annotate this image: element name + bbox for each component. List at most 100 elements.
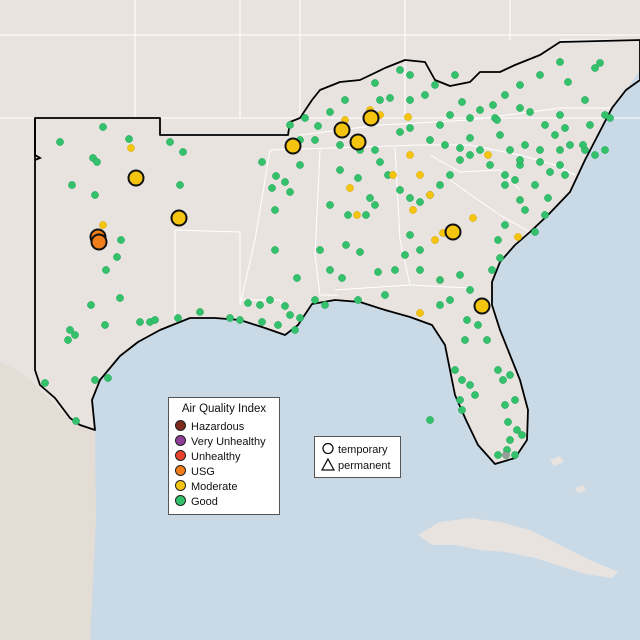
good-monitor-dot bbox=[471, 391, 479, 399]
good-monitor-dot bbox=[561, 124, 569, 132]
mainland bbox=[0, 0, 640, 464]
good-monitor-dot bbox=[286, 121, 294, 129]
good-monitor-dots bbox=[41, 58, 614, 459]
good-monitor-dot bbox=[551, 131, 559, 139]
good-monitor-dot bbox=[536, 158, 544, 166]
good-monitor-dot bbox=[416, 246, 424, 254]
legend-item-moderate: Moderate bbox=[175, 480, 237, 493]
moderate-monitor-dot bbox=[426, 191, 434, 199]
good-monitor-dot bbox=[556, 161, 564, 169]
good-monitor-dot bbox=[56, 138, 64, 146]
temporary-monitor bbox=[444, 223, 462, 241]
good-monitor-dot bbox=[326, 201, 334, 209]
good-monitor-dot bbox=[354, 296, 362, 304]
aqi-legend-title: Air Quality Index bbox=[181, 403, 267, 415]
good-monitor-dot bbox=[326, 108, 334, 116]
good-monitor-dot bbox=[176, 181, 184, 189]
good-monitor-dot bbox=[496, 131, 504, 139]
good-swatch bbox=[175, 495, 186, 506]
good-monitor-dot bbox=[511, 451, 519, 459]
good-monitor-dot bbox=[451, 71, 459, 79]
hazardous-swatch bbox=[175, 420, 186, 431]
good-monitor-dot bbox=[101, 321, 109, 329]
good-monitor-dot bbox=[362, 211, 370, 219]
good-monitor-dot bbox=[406, 124, 414, 132]
good-monitor-dot bbox=[536, 71, 544, 79]
good-monitor-dot bbox=[591, 64, 599, 72]
usg-swatch bbox=[175, 465, 186, 476]
good-monitor-dot bbox=[381, 291, 389, 299]
good-monitor-dot bbox=[456, 396, 464, 404]
good-monitor-dot bbox=[556, 111, 564, 119]
good-monitor-dot bbox=[336, 166, 344, 174]
good-monitor-dot bbox=[494, 366, 502, 374]
good-monitor-dot bbox=[502, 451, 510, 459]
legend-item-temporary: temporary bbox=[321, 442, 388, 456]
good-monitor-dot bbox=[466, 286, 474, 294]
good-monitor-dot bbox=[274, 321, 282, 329]
good-monitor-dot bbox=[386, 94, 394, 102]
legend-item-very-unhealthy: Very Unhealthy bbox=[175, 435, 266, 448]
good-monitor-dot bbox=[536, 146, 544, 154]
good-monitor-dot bbox=[504, 418, 512, 426]
good-monitor-dot bbox=[556, 146, 564, 154]
good-monitor-dot bbox=[93, 158, 101, 166]
good-monitor-dot bbox=[68, 181, 76, 189]
good-monitor-dot bbox=[266, 296, 274, 304]
good-monitor-dot bbox=[476, 146, 484, 154]
good-monitor-dot bbox=[436, 121, 444, 129]
good-monitor-dot bbox=[271, 206, 279, 214]
good-monitor-dot bbox=[458, 376, 466, 384]
good-monitor-dot bbox=[501, 91, 509, 99]
good-monitor-dot bbox=[136, 318, 144, 326]
good-monitor-dot bbox=[41, 379, 49, 387]
good-monitor-dot bbox=[336, 141, 344, 149]
good-monitor-dot bbox=[376, 96, 384, 104]
good-monitor-dot bbox=[458, 98, 466, 106]
good-monitor-dot bbox=[531, 181, 539, 189]
mexico-land bbox=[0, 362, 96, 640]
bahamas bbox=[575, 485, 586, 493]
good-monitor-dot bbox=[446, 171, 454, 179]
good-monitor-dot bbox=[174, 314, 182, 322]
good-monitor-dot bbox=[416, 198, 424, 206]
good-monitor-dot bbox=[516, 196, 524, 204]
good-monitor-dot bbox=[281, 178, 289, 186]
good-monitor-dot bbox=[511, 396, 519, 404]
good-monitor-dot bbox=[521, 141, 529, 149]
moderate-monitor-dot bbox=[431, 236, 439, 244]
good-monitor-dot bbox=[244, 299, 252, 307]
good-monitor-dot bbox=[366, 194, 374, 202]
good-monitor-dot bbox=[256, 301, 264, 309]
good-monitor-dot bbox=[483, 336, 491, 344]
good-monitor-dot bbox=[99, 123, 107, 131]
moderate-monitor-dot bbox=[484, 151, 492, 159]
cuba bbox=[418, 518, 618, 578]
good-monitor-dot bbox=[596, 59, 604, 67]
good-monitor-dot bbox=[396, 66, 404, 74]
good-monitor-dot bbox=[463, 316, 471, 324]
good-monitor-dot bbox=[338, 274, 346, 282]
good-monitor-dot bbox=[258, 318, 266, 326]
good-monitor-dot bbox=[116, 294, 124, 302]
good-monitor-dot bbox=[406, 96, 414, 104]
good-monitor-dot bbox=[374, 268, 382, 276]
moderate-monitor-dot bbox=[389, 171, 397, 179]
good-monitor-dot bbox=[446, 111, 454, 119]
good-monitor-dot bbox=[476, 106, 484, 114]
good-monitor-dot bbox=[501, 181, 509, 189]
good-monitor-dot bbox=[494, 236, 502, 244]
good-monitor-dot bbox=[516, 81, 524, 89]
good-monitor-dot bbox=[494, 451, 502, 459]
good-monitor-dot bbox=[286, 311, 294, 319]
good-monitor-dot bbox=[446, 296, 454, 304]
good-monitor-dot bbox=[268, 184, 276, 192]
moderate-monitor-dot bbox=[406, 151, 414, 159]
triangle-icon bbox=[321, 458, 335, 471]
good-monitor-dot bbox=[474, 321, 482, 329]
temporary-monitor bbox=[349, 133, 367, 151]
good-monitor-dot bbox=[456, 156, 464, 164]
good-monitor-dot bbox=[501, 221, 509, 229]
moderate-monitor-dot bbox=[353, 211, 361, 219]
good-monitor-dot bbox=[458, 406, 466, 414]
